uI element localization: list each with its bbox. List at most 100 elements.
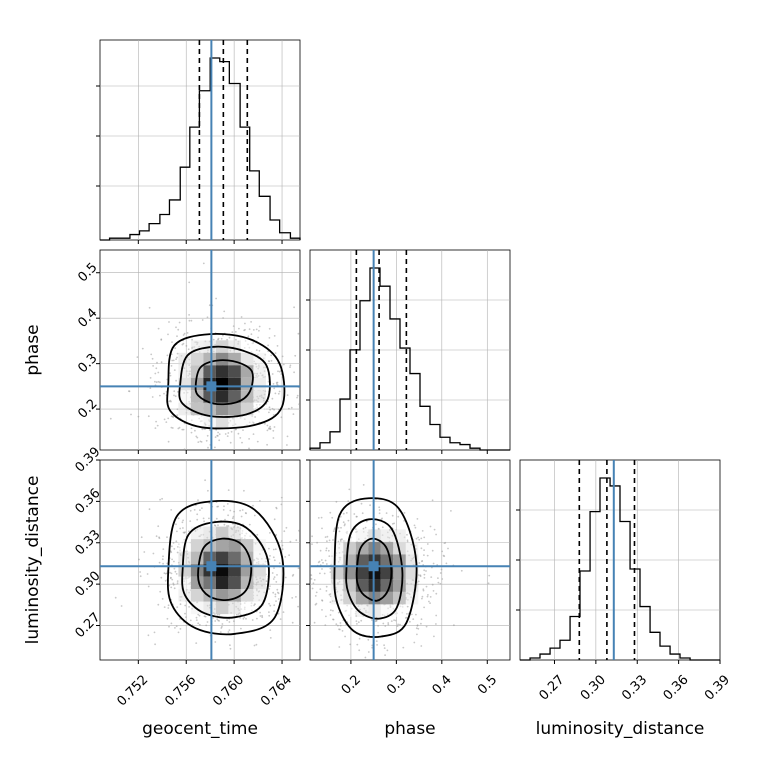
scatter-point [298,610,300,612]
scatter-point [174,570,177,573]
scatter-point [175,326,177,329]
density-cell [178,576,191,590]
scatter-point [358,649,361,652]
scatter-point [384,625,387,627]
scatter-point [320,516,323,519]
scatter-point [292,585,294,587]
scatter-point [226,619,229,622]
scatter-point [226,338,229,341]
density-cell [240,402,254,416]
scatter-point [224,518,226,521]
scatter-point [214,620,217,622]
density-cell [228,340,241,353]
scatter-point [282,363,285,366]
scatter-point [179,603,182,606]
scatter-point [160,339,163,341]
scatter-point [306,585,308,587]
scatter-point [265,580,268,583]
scatter-point [330,609,332,612]
scatter-point [171,427,174,429]
scatter-point [172,542,175,544]
scatter-point [167,440,170,443]
scatter-point [148,306,151,309]
scatter-point [412,671,414,673]
scatter-point [422,589,425,592]
scatter-point [229,509,232,512]
scatter-point [278,562,281,565]
scatter-point [355,620,358,623]
density-cell [343,604,356,617]
scatter-point [337,624,339,627]
scatter-point [199,440,202,443]
scatter-point [271,407,274,410]
scatter-point [169,571,171,574]
quantile-lines-phase [355,250,408,450]
scatter-point [170,576,172,579]
scatter-point [177,631,180,634]
scatter-point [332,618,335,621]
scatter-point [313,621,316,624]
density-cell [215,352,229,366]
scatter-point [426,543,429,545]
scatter-point [237,432,240,435]
scatter-point [188,314,191,316]
scatter-point [302,617,304,619]
scatter-point [420,547,423,550]
scatter-point [272,556,275,559]
xtick-label: 0.3 [384,672,409,697]
scatter-point [393,619,395,621]
contour-line [345,518,404,620]
density-cell [203,526,216,540]
scatter-point [270,359,273,362]
scatter-point [206,316,209,319]
scatter-point [258,349,261,352]
density-cell [215,365,229,378]
density-cell [343,566,356,580]
scatter-point [241,509,244,511]
scatter-point [244,328,246,331]
scatter-point [217,431,220,434]
scatter-point [175,379,178,382]
scatter-point [421,595,424,598]
scatter-point [272,429,275,432]
scatter-point [258,325,261,328]
scatter-point [176,352,179,355]
scatter-point [233,510,236,513]
scatter-point [274,595,277,598]
scatter-point [198,623,201,626]
scatter-point [161,497,164,500]
xtick-label: 0.764 [258,672,295,709]
scatter-point [138,558,140,561]
scatter-point [248,523,251,526]
scatter-point [427,594,429,596]
scatter-point [279,595,281,597]
xtick-label: 0.756 [162,672,199,709]
scatter-point [273,576,276,578]
scatter-point [219,631,222,633]
scatter-point [406,605,409,608]
scatter-point [319,588,322,590]
scatter-point [298,529,300,532]
contour-line [355,537,393,602]
scatter-point [248,328,251,331]
scatter-point [321,527,323,530]
scatter-point [287,574,289,576]
scatter-point [170,426,173,429]
scatter-point [280,540,283,542]
scatter-point [329,511,332,514]
scatter-point [328,539,331,542]
density-cell [253,390,266,403]
scatter-point [176,606,179,608]
scatter-point [187,348,190,351]
density-cell [240,601,254,615]
scatter-point [338,530,341,533]
scatter-point [344,523,346,525]
scatter-point [147,634,150,637]
density-cell [190,526,204,540]
scatter-point [183,332,186,335]
scatter-point [232,325,235,327]
scatter-point [184,604,187,607]
scatter-point [269,629,272,631]
scatter-point [268,602,270,605]
